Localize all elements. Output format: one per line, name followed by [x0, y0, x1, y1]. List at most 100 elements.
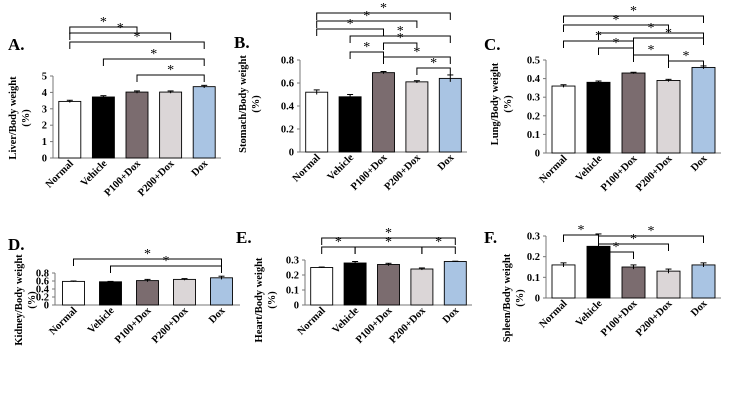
y-axis-label: Lung/Body weight (%) [490, 62, 514, 145]
significance-star: * [648, 43, 655, 58]
significance-star: * [380, 1, 387, 16]
significance-bracket [349, 51, 384, 59]
bar-p100-dox [621, 72, 646, 154]
significance-bracket [136, 74, 205, 82]
significance-bracket [598, 251, 634, 259]
significance-bracket [316, 28, 384, 36]
x-category-label: P200+Dox [634, 298, 675, 339]
bar-normal [551, 85, 576, 154]
significance-star: * [613, 13, 620, 28]
significance-star: * [413, 45, 420, 60]
x-category-label: Normal [48, 305, 80, 337]
significance-star: * [150, 47, 157, 62]
significance-star: * [665, 26, 672, 41]
x-category-label: Dox [436, 152, 457, 173]
significance-bracket [563, 24, 669, 32]
x-category-label: P200+Dox [388, 305, 429, 346]
significance-bracket [73, 258, 222, 266]
y-tick-label: 0.2 [36, 293, 49, 304]
x-category-label: Dox [207, 305, 228, 326]
y-axis-label: Liver/Body weight (%) [8, 76, 32, 160]
x-category-label: P100+Dox [599, 298, 640, 339]
x-category-label: P100+Dox [599, 153, 640, 194]
significance-star: * [630, 232, 637, 247]
bar-normal [305, 91, 329, 153]
x-category-label: Normal [538, 298, 570, 330]
bar-normal [58, 100, 82, 159]
panel-letter: B. [234, 33, 250, 52]
bar-normal [62, 280, 85, 306]
bar-p200-dox [656, 270, 681, 299]
panel-letter: A. [8, 35, 25, 54]
x-category-label: Vehicle [574, 153, 605, 184]
x-category-label: P100+Dox [113, 305, 154, 346]
x-category-label: Dox [190, 158, 211, 179]
significance-star: * [363, 9, 370, 24]
panel-a: A. Liver/Body weight (%) 0 1 2 3 4 5 Normal Vehicl… [8, 15, 221, 199]
x-category-label: P200+Dox [634, 153, 675, 194]
significance-star: * [144, 247, 151, 262]
significance-bracket [349, 35, 451, 43]
y-tick-label: 4 [42, 88, 48, 99]
bar-p200-dox [656, 80, 681, 154]
bar-dox [691, 66, 716, 154]
y-axis-label: Spleen/Body weight (%) [502, 253, 526, 342]
significance-star: * [397, 31, 404, 46]
significance-star: * [167, 63, 174, 78]
significance-bracket [69, 32, 172, 40]
y-tick-label: 0.1 [527, 273, 540, 284]
y-tick-label: 0.1 [527, 130, 540, 141]
bar-normal [310, 267, 334, 306]
significance-star: * [435, 235, 442, 250]
significance-bracket [416, 67, 451, 75]
y-tick-label: 0.4 [281, 102, 295, 113]
bar-p200-dox [159, 91, 183, 159]
y-tick-label: 0 [535, 149, 540, 160]
x-category-label: Vehicle [86, 305, 117, 336]
x-category-label: P200+Dox [136, 158, 177, 199]
significance-star: * [648, 21, 655, 36]
bar-p200-dox [410, 268, 434, 306]
significance-star: * [385, 226, 392, 241]
y-tick-label: 0 [44, 301, 49, 312]
bar-p100-dox [372, 72, 395, 153]
y-tick-label: 0.6 [36, 277, 49, 288]
significance-bracket [598, 243, 669, 251]
y-tick-label: 0.6 [281, 79, 294, 90]
significance-star: * [613, 240, 620, 255]
bar-normal [551, 264, 576, 299]
significance-bracket [316, 12, 451, 20]
significance-star: * [347, 17, 354, 32]
panel-letter: F. [484, 228, 497, 247]
significance-star: * [683, 49, 690, 64]
y-tick-label: 0.2 [286, 271, 299, 282]
x-category-label: Vehicle [574, 298, 605, 329]
significance-star: * [363, 40, 370, 55]
y-tick-label: 0.2 [527, 252, 540, 263]
y-tick-label: 1 [42, 137, 47, 148]
panel-c: C. Lung/Body weight (%) 0 0.1 0.2 0.3 0.4 0.5 Nor… [484, 4, 721, 194]
significance-star: * [397, 24, 404, 39]
significance-star: * [613, 36, 620, 51]
significance-star: * [630, 4, 637, 19]
significance-bracket [383, 42, 418, 50]
y-axis-label: Stomach/Body weight (%) [238, 55, 262, 153]
x-category-label: P200+Dox [383, 152, 424, 193]
panel-e: E.Heart/Body weight (%) 0 0.1 0.2 0.3 Normal Ve… [236, 226, 472, 346]
y-tick-label: 0.8 [281, 56, 294, 67]
y-tick-label: 0 [535, 294, 540, 305]
y-tick-label: 0.4 [527, 74, 541, 85]
y-axis-label: Kidney/Body weight (%) [14, 254, 38, 346]
y-tick-label: 0.2 [527, 111, 540, 122]
bar-p100-dox [125, 91, 149, 159]
significance-star: * [117, 21, 124, 36]
x-category-label: Dox [689, 153, 710, 174]
y-tick-label: 0 [42, 154, 47, 165]
significance-star: * [335, 235, 342, 250]
significance-bracket [598, 235, 704, 243]
y-tick-label: 5 [42, 72, 47, 83]
significance-bracket [383, 56, 451, 64]
significance-bracket [598, 32, 704, 40]
panel-b: B. Stomach/Body weight (%) 0 0.2 0.4 0.6 0.8 Nor… [234, 1, 467, 193]
